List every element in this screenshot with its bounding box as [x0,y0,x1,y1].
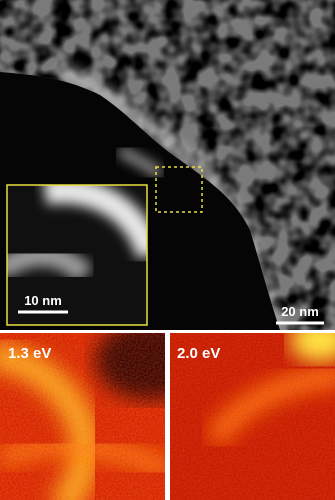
region-marker [155,166,203,213]
main-image: 20 nm [0,0,335,330]
inset: 10 nm [6,184,148,326]
energy-map: 1.3 eV [0,333,165,500]
energy-map: 2.0 eV [170,333,335,500]
scale-bar-label: 20 nm [281,304,319,319]
scale-bar-label: 10 nm [24,293,62,308]
map-label: 2.0 eV [177,345,220,362]
map-label: 1.3 eV [8,345,51,362]
